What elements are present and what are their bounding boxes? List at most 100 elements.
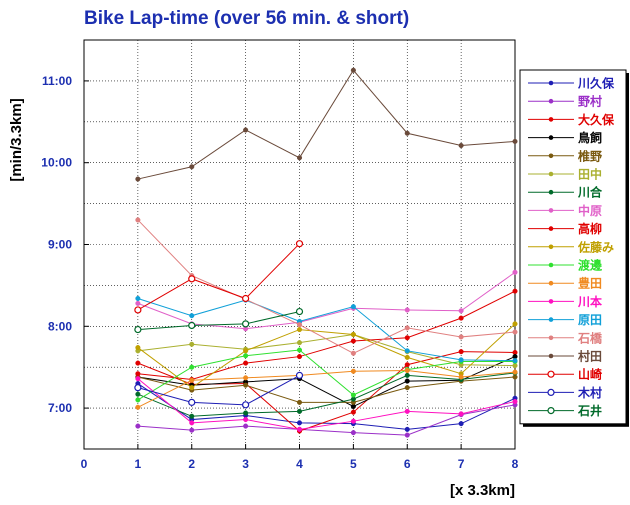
legend-marker (548, 208, 554, 213)
legend-marker (548, 135, 554, 140)
x-tick-label: 0 (81, 457, 88, 471)
data-point (404, 385, 410, 391)
data-point (134, 384, 142, 392)
x-tick-label: 5 (350, 457, 357, 471)
data-point (404, 130, 410, 136)
legend-label: 佐藤み (577, 239, 614, 254)
legend-marker (548, 189, 554, 195)
data-point (243, 360, 249, 366)
data-point (458, 142, 464, 149)
data-point (135, 300, 141, 306)
data-point (404, 426, 410, 432)
legend-label: 高柳 (578, 221, 602, 236)
series-line (137, 383, 516, 430)
data-point (135, 397, 141, 403)
data-point (295, 307, 304, 316)
data-point (295, 371, 304, 379)
data-point (188, 321, 196, 330)
legend-label: 大久保 (578, 112, 615, 127)
legend-label: 木村 (577, 385, 602, 400)
data-point (404, 354, 410, 360)
legend-label: 川本 (577, 294, 602, 309)
data-point (135, 217, 141, 223)
series-line (137, 323, 516, 389)
data-point (296, 426, 303, 432)
data-point (135, 376, 141, 382)
x-tick-label: 3 (242, 457, 249, 471)
data-point (512, 369, 518, 375)
data-point (350, 338, 356, 344)
data-point (296, 420, 303, 426)
legend-marker (548, 80, 554, 86)
data-point (404, 335, 410, 341)
data-point (242, 320, 250, 328)
y-tick-label: 11:00 (42, 74, 72, 88)
data-point (350, 418, 356, 424)
series-line (137, 298, 516, 362)
data-point (135, 176, 141, 182)
data-point (189, 385, 195, 391)
legend-label: 豊田 (578, 276, 602, 291)
series-line (137, 376, 516, 403)
series-line (137, 356, 516, 408)
x-tick-label: 8 (512, 457, 519, 471)
legend-marker (548, 226, 554, 231)
data-point (243, 423, 249, 429)
series-line (137, 372, 516, 417)
data-point (512, 329, 518, 335)
data-point (350, 430, 356, 436)
data-point (243, 375, 249, 381)
legend-marker (548, 299, 554, 304)
data-point (243, 417, 249, 423)
data-point (350, 331, 356, 338)
data-point (188, 398, 196, 406)
data-point (135, 295, 141, 302)
data-point (296, 399, 303, 405)
legend-label: 中原 (578, 203, 602, 218)
data-point (295, 240, 304, 248)
legend-marker (548, 244, 554, 250)
series-line (137, 404, 516, 436)
legend-label: 椎野 (577, 148, 602, 163)
legend-marker (548, 153, 554, 159)
series-line (137, 219, 516, 354)
data-point (189, 413, 195, 419)
legend-label: 石井 (577, 403, 602, 418)
data-point (512, 321, 518, 327)
data-point (512, 399, 518, 405)
y-tick-label: 7:00 (48, 401, 72, 415)
data-point (512, 288, 518, 294)
y-axis-label: [min/3.3km] (8, 98, 25, 181)
legend-label: 原田 (578, 313, 602, 327)
data-point (243, 382, 249, 388)
series-line (137, 378, 516, 430)
x-tick-label: 4 (296, 457, 303, 471)
legend-label: 村田 (578, 349, 602, 364)
data-point (296, 322, 303, 328)
data-point (243, 410, 249, 416)
legend-label: 野村 (578, 94, 602, 109)
legend-label: 川合 (577, 185, 603, 200)
legend-marker (548, 335, 554, 341)
series-line (137, 271, 516, 330)
data-point (458, 374, 464, 380)
legend-marker (548, 280, 554, 286)
legend-label: 石橋 (577, 330, 603, 345)
data-point (243, 353, 249, 359)
data-point (350, 304, 356, 310)
data-point (404, 325, 410, 331)
data-point (135, 404, 141, 410)
data-point (512, 358, 518, 364)
x-tick-label: 1 (135, 457, 142, 471)
data-point (404, 372, 410, 378)
data-point (135, 391, 141, 397)
legend-label: 渡邊 (578, 258, 602, 273)
data-point (296, 347, 303, 353)
data-point (135, 371, 141, 377)
legend-marker (547, 388, 555, 396)
data-point (458, 349, 464, 355)
data-point (296, 340, 303, 346)
legend-marker (548, 171, 554, 177)
y-tick-label: 8:00 (48, 319, 72, 333)
